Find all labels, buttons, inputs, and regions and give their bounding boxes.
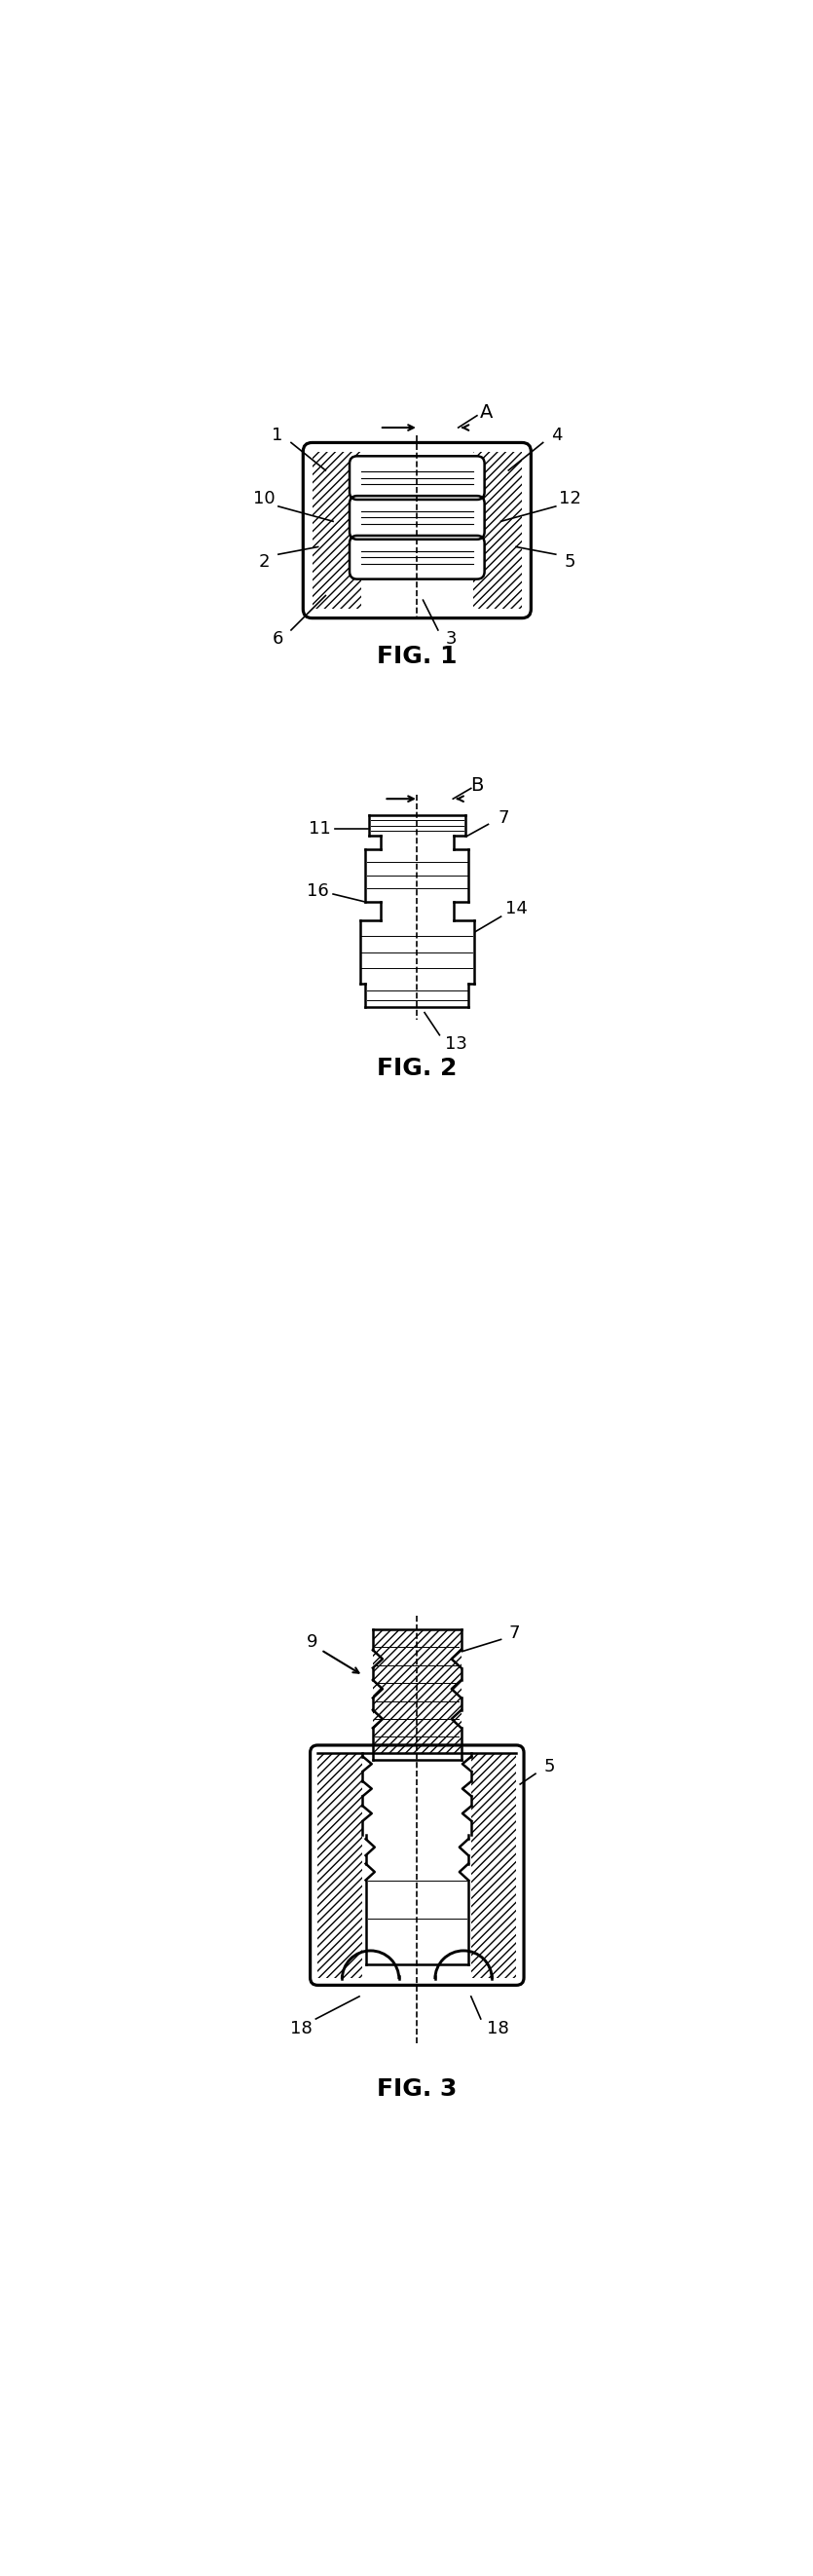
- Text: 9: 9: [307, 1633, 318, 1651]
- Text: B: B: [471, 775, 484, 793]
- Text: 4: 4: [551, 428, 562, 443]
- FancyBboxPatch shape: [350, 456, 485, 500]
- Text: 1: 1: [272, 428, 283, 443]
- Bar: [360, 920, 474, 984]
- Bar: [365, 850, 469, 902]
- Text: 11: 11: [308, 819, 331, 837]
- FancyBboxPatch shape: [350, 536, 485, 580]
- Bar: [473, 451, 522, 608]
- Bar: [380, 835, 454, 850]
- FancyBboxPatch shape: [350, 495, 485, 538]
- Text: 5: 5: [543, 1757, 554, 1775]
- Bar: [312, 451, 361, 608]
- Text: 3: 3: [446, 631, 457, 647]
- Text: FIG. 2: FIG. 2: [377, 1056, 457, 1079]
- Text: 16: 16: [307, 884, 329, 899]
- Text: FIG. 1: FIG. 1: [377, 644, 457, 667]
- Bar: [380, 902, 454, 920]
- Text: 18: 18: [289, 2020, 312, 2038]
- FancyBboxPatch shape: [311, 1744, 524, 1986]
- Bar: [365, 984, 469, 1007]
- Text: 14: 14: [505, 899, 527, 917]
- Bar: [373, 1628, 461, 1759]
- Bar: [312, 451, 522, 608]
- Text: 12: 12: [559, 489, 581, 507]
- Text: 13: 13: [445, 1036, 467, 1054]
- Text: 7: 7: [498, 809, 509, 827]
- Bar: [318, 1752, 363, 1978]
- Text: 18: 18: [487, 2020, 509, 2038]
- Text: 10: 10: [253, 489, 275, 507]
- Text: 7: 7: [509, 1625, 520, 1643]
- Bar: [472, 1752, 516, 1978]
- Bar: [363, 1752, 472, 1978]
- Text: A: A: [480, 404, 493, 422]
- Bar: [369, 817, 465, 835]
- Text: FIG. 3: FIG. 3: [377, 2076, 457, 2099]
- Bar: [373, 1628, 461, 1759]
- Text: 6: 6: [272, 631, 283, 647]
- Text: 5: 5: [564, 554, 576, 572]
- Bar: [373, 1628, 461, 1759]
- Text: 2: 2: [259, 554, 270, 572]
